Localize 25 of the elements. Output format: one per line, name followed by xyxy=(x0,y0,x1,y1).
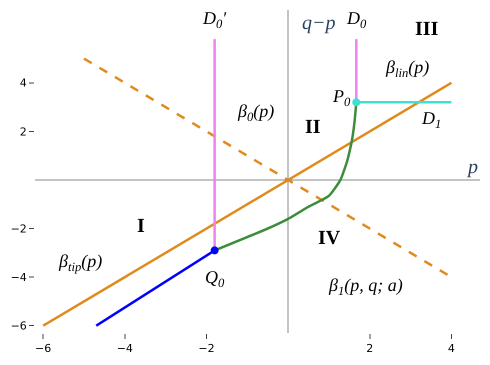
x-tick-label: −4 xyxy=(116,342,133,356)
y-tick-label: 4 xyxy=(20,76,27,90)
x-tick-label: −2 xyxy=(198,342,215,356)
y-tick-label: −2 xyxy=(10,222,27,236)
annotation: II xyxy=(305,116,321,138)
annotation: β$_{tip}$(p) xyxy=(58,251,102,274)
annotation: β$_{0}$(p) xyxy=(237,101,274,124)
x-axis-title: p xyxy=(466,156,478,178)
y-tick-label: −6 xyxy=(10,320,27,333)
annotation: D$_{1}$ xyxy=(421,108,442,131)
x-tick-label: 4 xyxy=(448,342,455,356)
y-axis-title: q−p xyxy=(302,12,336,34)
annotation: D$_{0}$′ xyxy=(202,8,228,31)
annotation: III xyxy=(415,18,439,40)
x-tick-label: 2 xyxy=(366,342,374,356)
annotation: IV xyxy=(318,227,341,249)
y-tick-label: 2 xyxy=(20,125,27,138)
annotation: I xyxy=(137,215,145,237)
annotation: β$_{lin}$(p) xyxy=(385,57,430,80)
x-tick-label: −6 xyxy=(35,342,52,356)
annotation: β$_{1}$(p, q; a) xyxy=(328,275,403,298)
annotation: D$_{0}$ xyxy=(346,8,367,31)
annotation: Q$_{0}$ xyxy=(205,267,225,290)
y-tick-label: −4 xyxy=(10,270,27,284)
annotation: P$_{0}$ xyxy=(332,86,351,109)
